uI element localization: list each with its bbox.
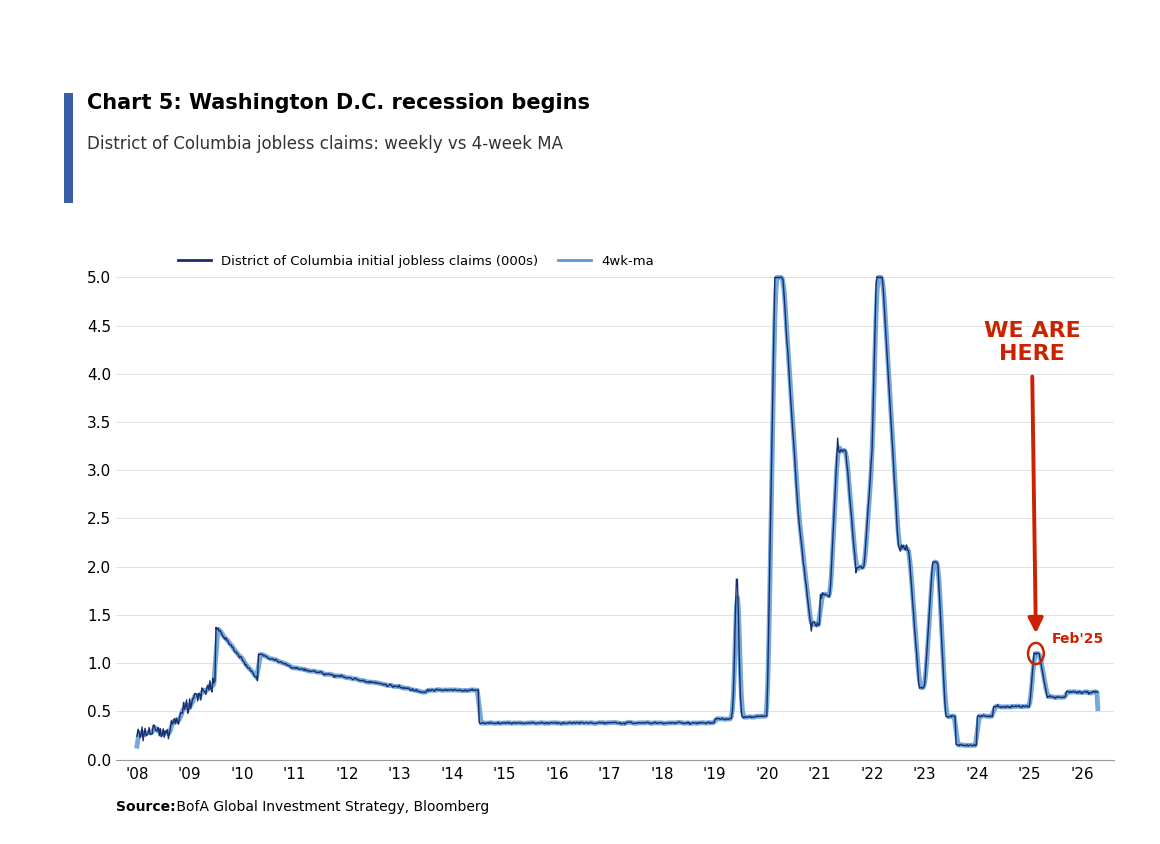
District of Columbia initial jobless claims (000s)	[962, 741, 976, 751]
Line: District of Columbia initial jobless claims (000s): District of Columbia initial jobless cla…	[137, 276, 1097, 746]
District of Columbia initial jobless claims (000s)	[334, 672, 348, 682]
District of Columbia initial jobless claims (000s)	[954, 739, 967, 749]
District of Columbia initial jobless claims (000s)	[850, 563, 864, 573]
4wk-ma	[334, 671, 348, 681]
District of Columbia initial jobless claims (000s)	[130, 731, 144, 741]
Text: Chart 5: Washington D.C. recession begins: Chart 5: Washington D.C. recession begin…	[87, 93, 590, 113]
District of Columbia initial jobless claims (000s)	[350, 675, 364, 685]
4wk-ma	[947, 711, 960, 721]
District of Columbia initial jobless claims (000s)	[870, 271, 884, 281]
4wk-ma	[554, 718, 568, 728]
Text: District of Columbia jobless claims: weekly vs 4-week MA: District of Columbia jobless claims: wee…	[87, 135, 563, 153]
Legend: District of Columbia initial jobless claims (000s), 4wk-ma: District of Columbia initial jobless cla…	[173, 250, 660, 273]
4wk-ma	[850, 561, 864, 571]
4wk-ma	[130, 741, 144, 751]
Text: Feb'25: Feb'25	[1052, 632, 1104, 646]
4wk-ma	[1090, 704, 1104, 714]
4wk-ma	[954, 740, 967, 750]
4wk-ma	[872, 273, 886, 283]
District of Columbia initial jobless claims (000s)	[947, 711, 960, 722]
4wk-ma	[350, 674, 364, 684]
Line: 4wk-ma: 4wk-ma	[137, 278, 1097, 746]
District of Columbia initial jobless claims (000s)	[554, 719, 568, 729]
District of Columbia initial jobless claims (000s)	[1090, 687, 1104, 697]
Text: WE ARE
HERE: WE ARE HERE	[984, 321, 1081, 364]
Text: Source:: Source:	[116, 800, 175, 814]
Text: BofA Global Investment Strategy, Bloomberg: BofA Global Investment Strategy, Bloombe…	[172, 800, 488, 814]
